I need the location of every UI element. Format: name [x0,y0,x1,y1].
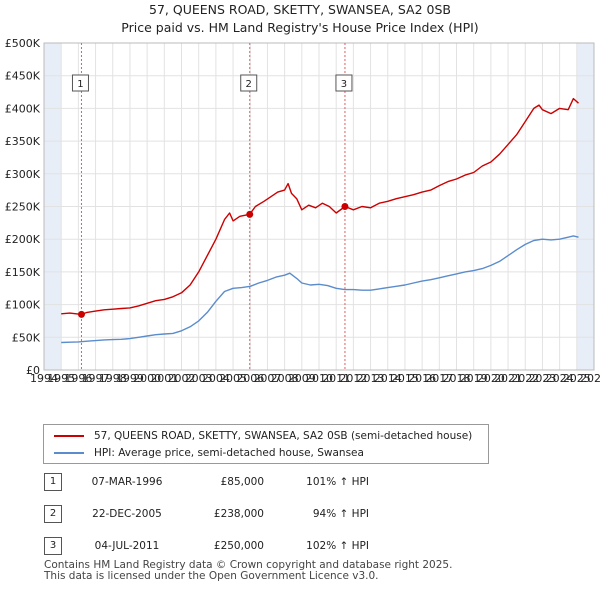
y-tick-label: £250K [5,201,41,214]
y-tick-label: £50K [12,331,41,344]
legend-swatch-hpi [54,452,84,454]
x-tick-label: 2019 [460,372,488,385]
sale-date: 07-MAR-1996 [91,476,163,488]
sale-marker-label: 2 [246,79,252,90]
sale-date: 04-JUL-2011 [94,540,160,552]
x-tick-label: 2004 [202,372,230,385]
sale-marker-box [240,74,258,92]
y-tick-label: £350K [5,135,41,148]
sale-number-badge: 2 [44,505,62,523]
x-tick-label: 2018 [443,372,471,385]
x-tick-label: 2010 [305,372,333,385]
sale-number-badge: 1 [44,473,62,491]
sale-marker-label: 1 [77,79,83,90]
plot-border [43,42,595,371]
chart-subtitle: Price paid vs. HM Land Registry's House … [121,20,479,35]
legend-label-hpi: HPI: Average price, semi-detached house,… [94,447,364,459]
x-tick-label: 2023 [528,372,556,385]
x-tick-label: 2001 [150,372,178,385]
x-tick-label: 2022 [511,372,539,385]
y-tick-label: £100K [5,299,41,312]
x-tick-label: 2015 [391,372,419,385]
sale-point [246,210,254,218]
x-tick-label: 1997 [82,372,110,385]
sale-price: £238,000 [213,508,264,520]
legend-label-property: 57, QUEENS ROAD, SKETTY, SWANSEA, SA2 0S… [94,430,473,442]
footer: Contains HM Land Registry data © Crown c… [44,560,452,582]
x-tick-label: 2020 [477,372,505,385]
x-tick-label: 2013 [357,372,385,385]
x-tick-label: 2021 [494,372,522,385]
x-tick-label: 2026 [580,372,600,385]
x-tick-label: 1996 [64,372,92,385]
sale-row: 3 04-JUL-2011 £250,000 102% ↑ HPI [44,537,444,555]
sale-price: £85,000 [220,476,264,488]
sale-marker-label: 3 [341,79,347,90]
sale-row: 1 07-MAR-1996 £85,000 101% ↑ HPI [44,473,444,491]
sale-number-badge: 3 [44,537,62,555]
x-tick-label: 2007 [253,372,281,385]
x-tick-label: 2016 [408,372,436,385]
x-tick-label: 2025 [563,372,591,385]
x-tick-label: 2009 [288,372,316,385]
sale-date: 22-DEC-2005 [92,508,162,520]
hpi-line [61,235,579,344]
x-tick-label: 2011 [322,372,350,385]
price-chart: 1994199519961997199819992000200120022003… [5,37,600,385]
x-tick-label: 1998 [99,372,127,385]
chart-title: 57, QUEENS ROAD, SKETTY, SWANSEA, SA2 0S… [149,2,451,17]
x-tick-label: 1999 [116,372,144,385]
y-tick-label: £150K [5,266,41,279]
property-price-line [61,97,579,316]
legend-item-property: 57, QUEENS ROAD, SKETTY, SWANSEA, SA2 0S… [54,428,472,444]
sale-marker-box [335,74,353,92]
sale-point [77,310,85,318]
x-tick-label: 2012 [339,372,367,385]
y-tick-label: £200K [5,233,41,246]
sale-point [341,203,349,210]
x-tick-label: 2002 [168,372,196,385]
legend-item-hpi: HPI: Average price, semi-detached house,… [54,445,364,461]
y-tick-label: £0 [26,364,40,377]
y-tick-label: £400K [5,102,41,115]
x-tick-label: 2006 [236,372,264,385]
x-tick-label: 2017 [425,372,453,385]
x-tick-label: 1995 [47,372,75,385]
y-tick-label: £500K [5,37,41,50]
x-tick-label: 2003 [185,372,213,385]
sale-hpi-change: 94% ↑ HPI [312,508,369,520]
legend-swatch-property [54,435,84,437]
sale-marker-box [71,74,89,92]
y-tick-label: £450K [5,70,41,83]
y-tick-label: £300K [5,168,41,181]
x-tick-label: 2005 [219,372,247,385]
sale-price: £250,000 [213,540,264,552]
footer-copyright: Contains HM Land Registry data © Crown c… [44,559,453,571]
x-tick-label: 2024 [546,372,574,385]
footer-licence: This data is licensed under the Open Gov… [44,570,379,582]
sale-row: 2 22-DEC-2005 £238,000 94% ↑ HPI [44,505,444,523]
sale-hpi-change: 102% ↑ HPI [306,540,369,552]
sale-hpi-change: 101% ↑ HPI [306,476,369,488]
x-tick-label: 2000 [133,372,161,385]
legend: 57, QUEENS ROAD, SKETTY, SWANSEA, SA2 0S… [43,424,489,464]
x-tick-label: 2008 [271,372,299,385]
x-tick-label: 2014 [374,372,402,385]
x-tick-label: 1994 [30,372,58,385]
